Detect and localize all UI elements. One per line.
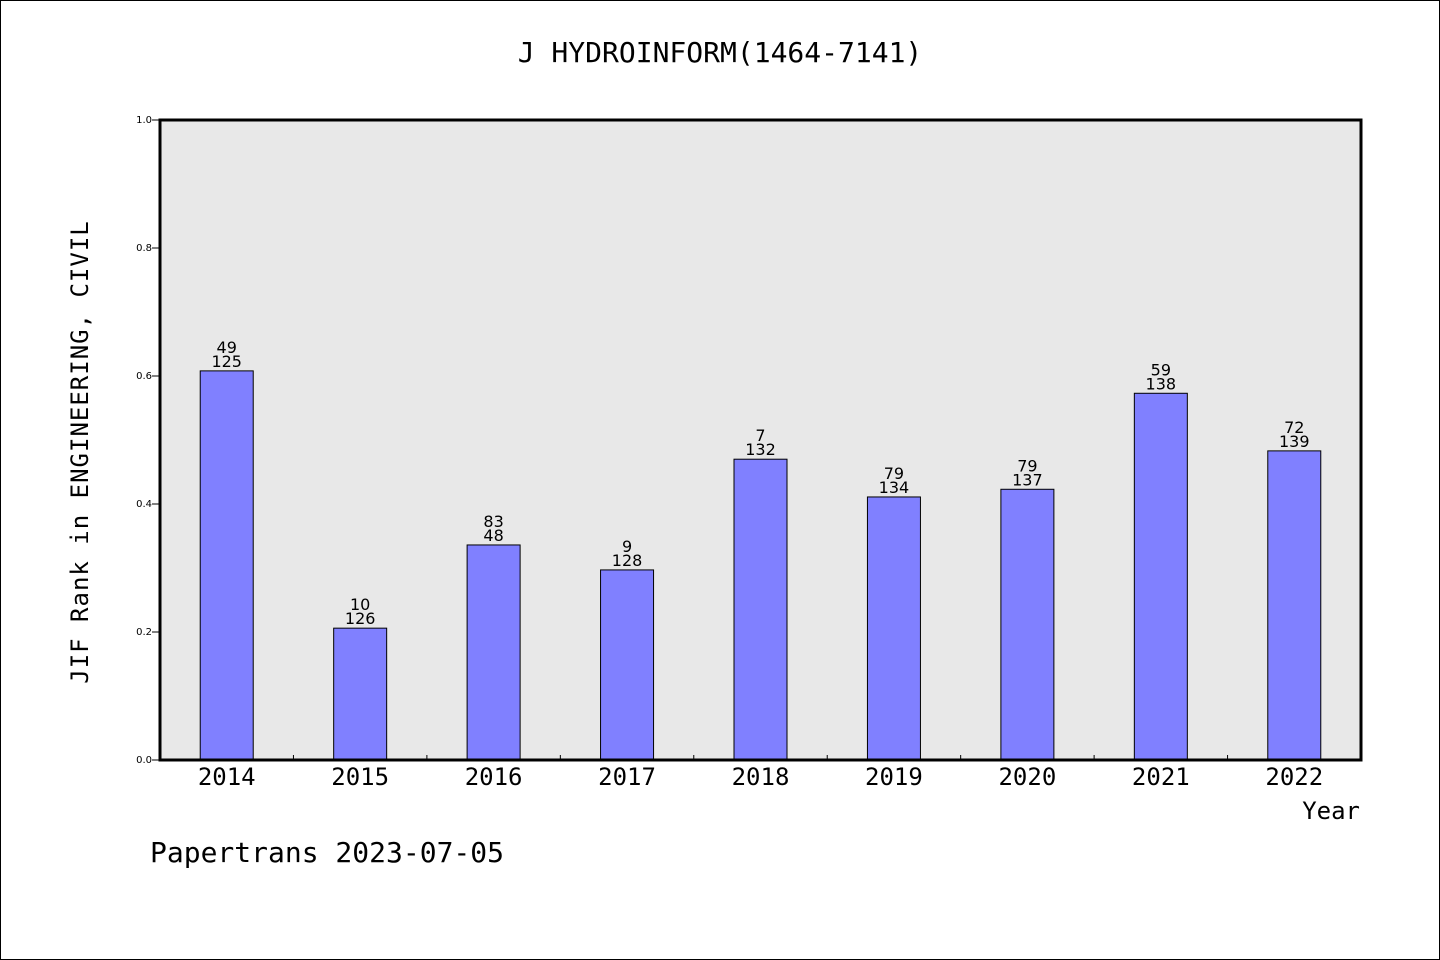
x-tick-label: 2015 xyxy=(331,763,389,791)
x-tick-label: 2022 xyxy=(1265,763,1323,791)
bar-2015 xyxy=(333,627,388,761)
y-tick-label: 0.2 xyxy=(136,627,152,638)
x-tick-label: 2016 xyxy=(465,763,523,791)
x-axis-label: Year xyxy=(1302,797,1360,825)
bar-2019 xyxy=(866,496,921,761)
bar-2017 xyxy=(600,569,655,761)
bar-label-bottom: 137 xyxy=(1012,470,1043,489)
bar-2021 xyxy=(1133,392,1188,761)
bar-label-top: 79 xyxy=(884,464,904,483)
bar-label-top: 79 xyxy=(1017,456,1037,475)
bar-label-bottom: 134 xyxy=(879,478,910,497)
bar-label-top: 72 xyxy=(1284,418,1304,437)
x-tick-label: 2020 xyxy=(998,763,1056,791)
bar-label-bottom: 128 xyxy=(612,551,643,570)
bar-2018 xyxy=(733,458,788,761)
bar-label-top: 49 xyxy=(217,338,237,357)
bar-label-top: 59 xyxy=(1151,360,1171,379)
bar-2014 xyxy=(199,370,254,761)
x-tick-label: 2017 xyxy=(598,763,656,791)
y-tick-label: 0.8 xyxy=(136,243,152,254)
bar-2016 xyxy=(466,544,521,761)
bar-label-bottom: 125 xyxy=(211,352,242,371)
footer-source-date: Papertrans 2023-07-05 xyxy=(150,836,505,869)
bar-label-top: 83 xyxy=(483,512,503,531)
chart-title: J HYDROINFORM(1464-7141) xyxy=(517,36,923,69)
y-tick-label: 1.0 xyxy=(136,115,152,126)
y-tick-label: 0.6 xyxy=(136,371,152,382)
bar-label-top: 7 xyxy=(755,426,765,445)
bar-2020 xyxy=(1000,488,1055,761)
y-tick-label: 0.0 xyxy=(136,755,152,766)
bar-2022 xyxy=(1267,450,1322,761)
bar-label-bottom: 132 xyxy=(745,440,776,459)
x-tick-label: 2014 xyxy=(198,763,256,791)
x-tick-label: 2021 xyxy=(1132,763,1190,791)
bar-label-bottom: 48 xyxy=(483,526,503,545)
x-tick-label: 2018 xyxy=(732,763,790,791)
plot-border xyxy=(158,118,1363,762)
bar-label-bottom: 139 xyxy=(1279,432,1310,451)
bar-label-bottom: 138 xyxy=(1146,374,1177,393)
bar-label-bottom: 126 xyxy=(345,609,376,628)
y-tick-label: 0.4 xyxy=(136,499,152,510)
bar-label-top: 9 xyxy=(622,537,632,556)
x-tick-label: 2019 xyxy=(865,763,923,791)
bar-label-top: 10 xyxy=(350,595,370,614)
